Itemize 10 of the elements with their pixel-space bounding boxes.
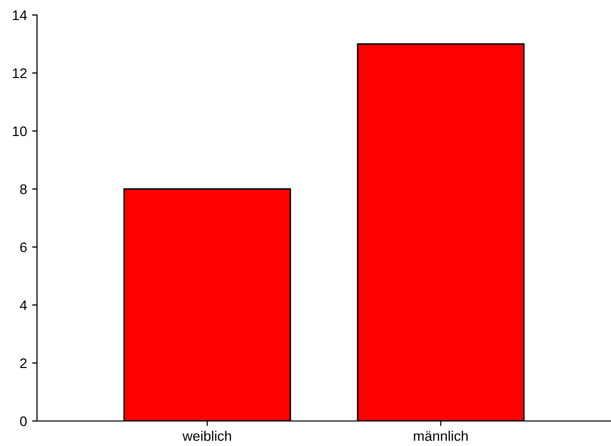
y-tick-label: 8 xyxy=(20,184,27,194)
y-tick-label: 12 xyxy=(12,68,27,78)
y-tick-label: 2 xyxy=(20,358,27,368)
y-tick-label: 10 xyxy=(12,126,27,136)
y-tick-label: 4 xyxy=(20,300,27,310)
y-tick-label: 6 xyxy=(20,242,27,252)
y-tick-label: 14 xyxy=(12,10,27,20)
y-tick-label: 0 xyxy=(20,416,27,426)
x-tick-label: weiblich xyxy=(182,430,232,441)
x-tick-label: männlich xyxy=(414,430,468,441)
